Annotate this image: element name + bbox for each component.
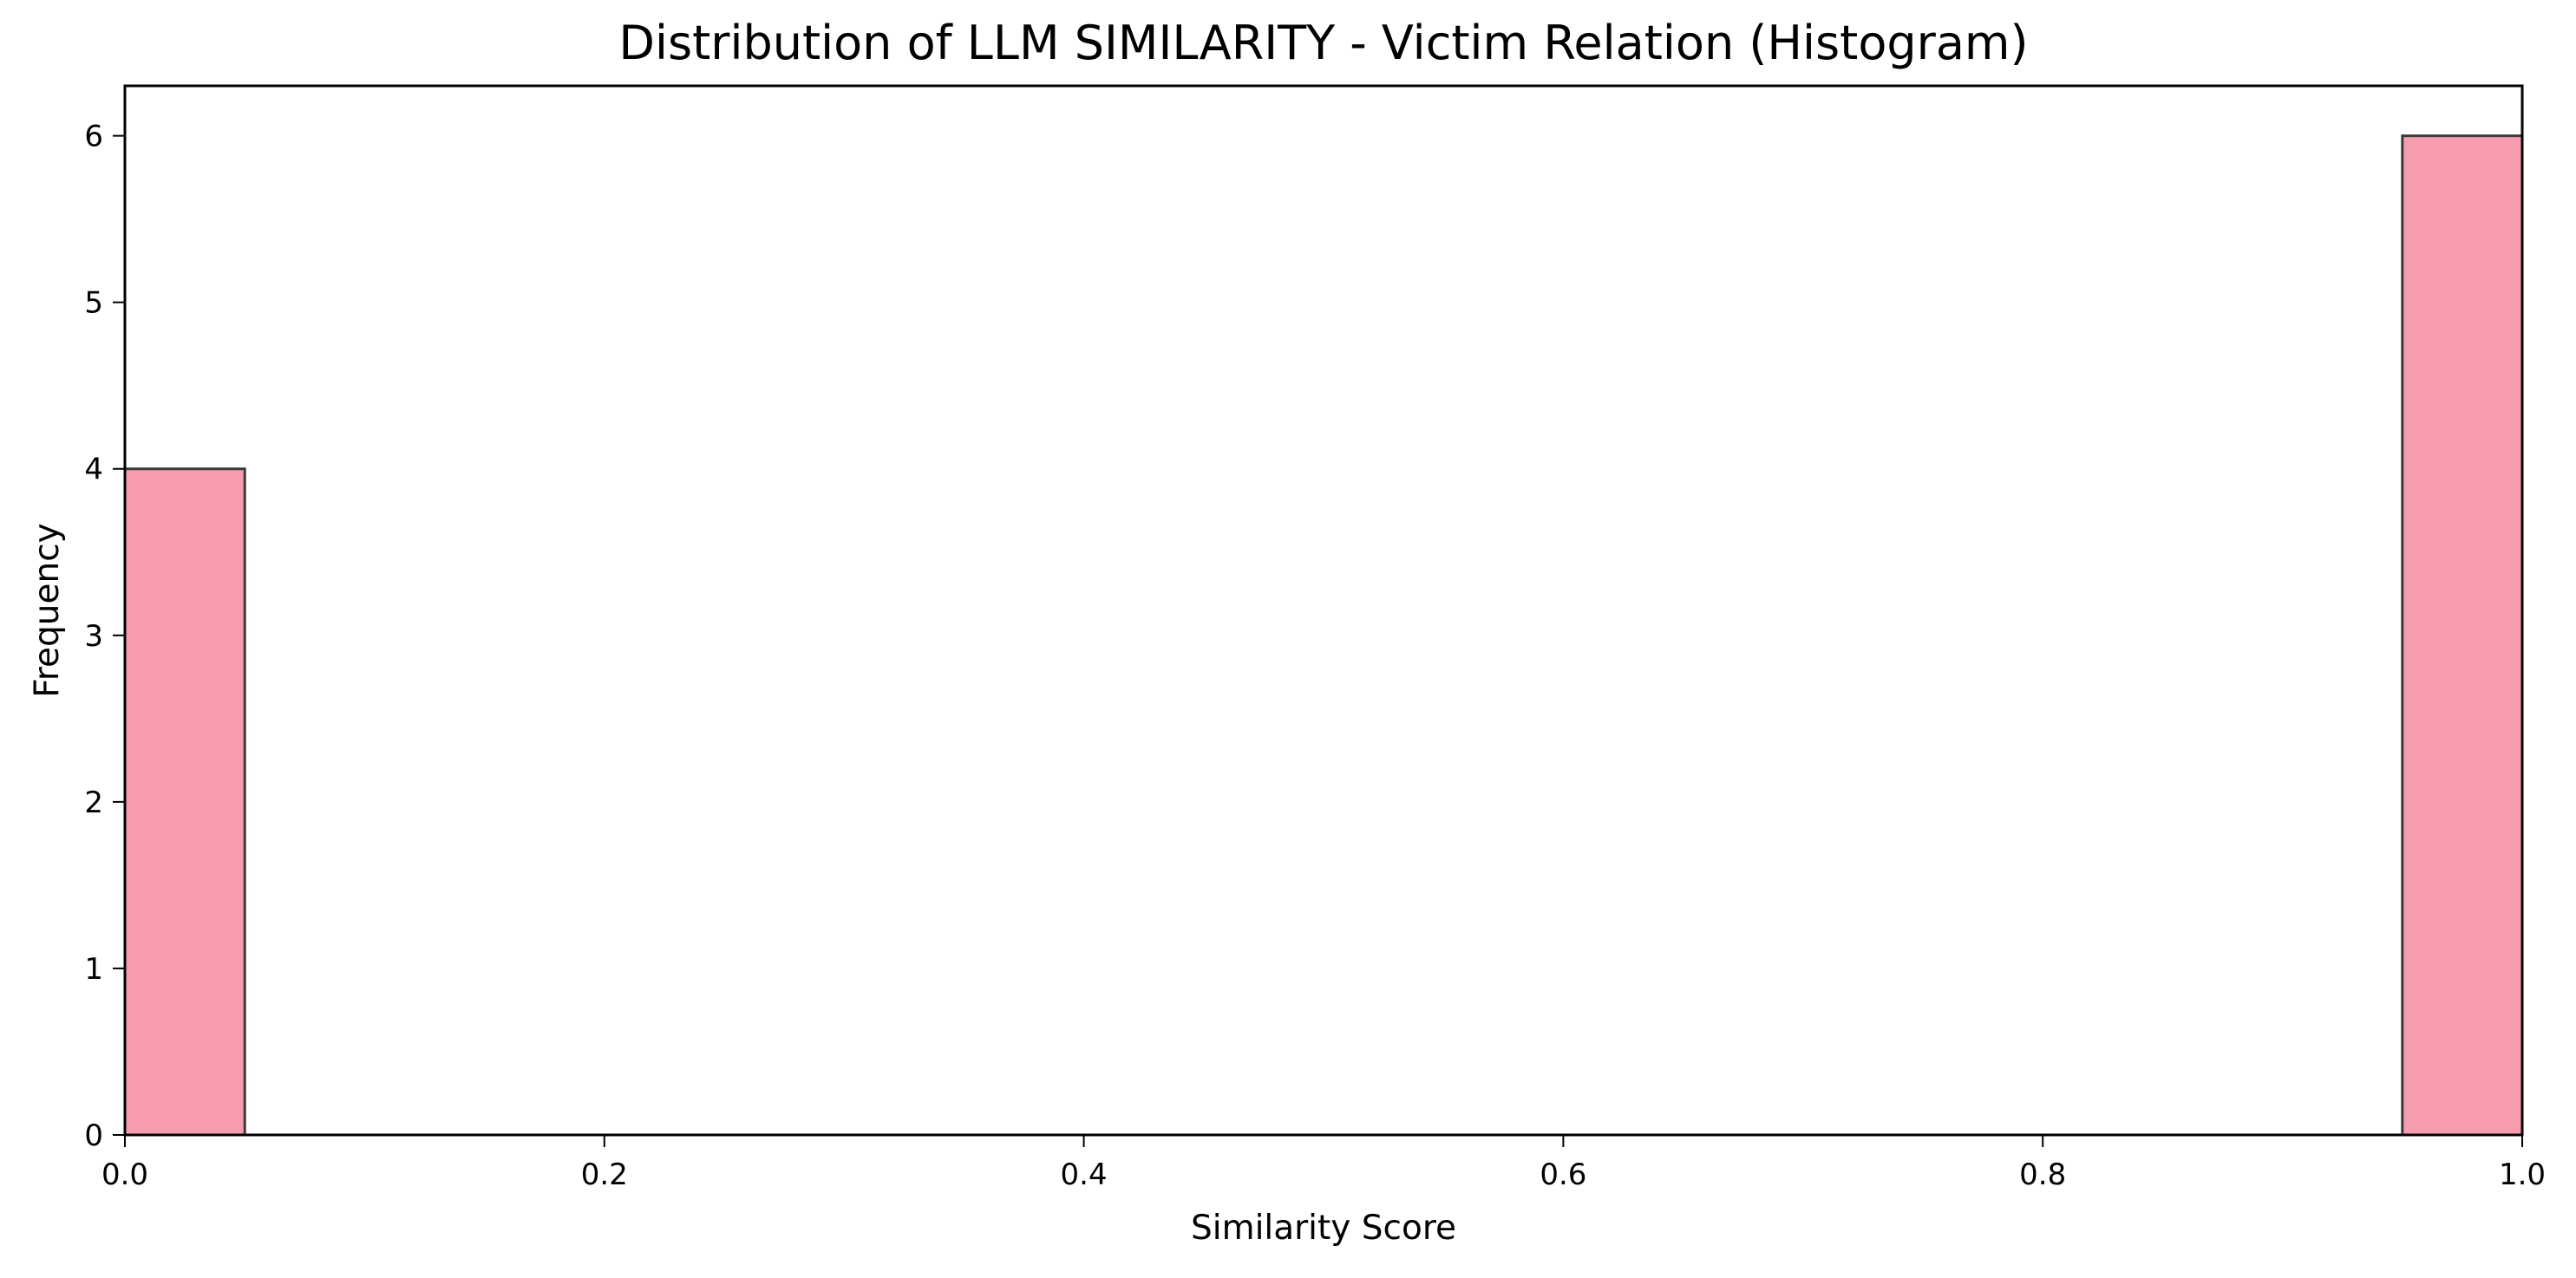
plot-frame — [123, 84, 2524, 1137]
x-tick-label: 0.2 — [581, 1157, 628, 1192]
x-axis-label: Similarity Score — [1191, 1209, 1456, 1248]
y-tick-label: 4 — [84, 453, 103, 487]
bars-layer — [123, 134, 2524, 1137]
x-tick-label: 0.0 — [101, 1157, 148, 1192]
x-tick-label: 0.4 — [1061, 1157, 1108, 1192]
x-tick-label: 1.0 — [2499, 1157, 2546, 1192]
y-tick-label: 3 — [84, 619, 103, 654]
y-tick-label: 5 — [84, 286, 103, 321]
x-tick-label: 0.6 — [1540, 1157, 1586, 1192]
y-tick-label: 1 — [84, 952, 103, 987]
x-tick-label: 0.8 — [2019, 1157, 2066, 1192]
chart-title: Distribution of LLM SIMILARITY - Victim … — [618, 16, 2028, 70]
y-axis-label: Frequency — [28, 523, 67, 697]
histogram-bar — [123, 467, 246, 1137]
histogram-bar — [2401, 134, 2524, 1137]
y-tick-label: 0 — [84, 1118, 103, 1153]
y-tick-label: 2 — [84, 786, 103, 820]
y-tick-label: 6 — [84, 120, 103, 154]
ticks-layer: 0.0 0.2 0.4 0.6 0.8 1.0 0 1 2 3 4 5 6 — [84, 120, 2546, 1192]
